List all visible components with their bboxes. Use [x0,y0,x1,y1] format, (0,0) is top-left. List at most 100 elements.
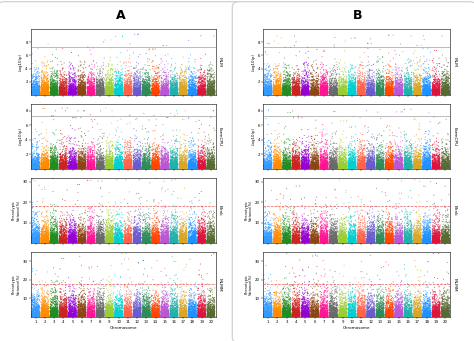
Point [123,231,131,237]
Point [102,155,109,161]
Point [270,158,278,163]
Point [419,308,427,314]
Point [397,82,405,87]
Point [210,78,218,84]
Point [271,89,278,94]
Point [398,90,405,95]
Point [152,288,160,293]
Point [97,90,105,96]
Point [443,90,451,96]
Point [143,215,150,221]
Point [62,240,70,246]
Point [135,239,143,244]
Point [407,159,415,165]
Point [328,217,336,222]
Point [108,62,116,68]
Point [445,91,453,96]
Point [432,310,440,315]
Point [96,163,103,169]
Point [198,239,205,245]
Point [412,310,420,316]
Point [181,312,189,317]
Point [416,166,423,172]
Point [210,235,218,240]
Point [63,313,71,318]
Point [175,92,183,97]
Point [392,88,400,93]
Point [130,165,137,170]
Point [153,85,160,90]
Point [391,312,399,318]
Point [107,90,115,95]
Point [283,87,290,92]
Point [149,88,156,93]
Point [393,90,401,96]
Point [123,159,130,165]
Point [300,165,308,170]
Point [365,216,373,222]
Point [181,303,189,309]
Point [59,91,66,97]
Point [166,166,174,171]
Point [284,89,292,95]
Point [413,311,421,316]
Point [107,89,114,95]
Point [310,90,317,95]
Point [107,313,114,318]
Point [142,235,150,240]
Point [265,239,273,244]
Point [49,313,57,318]
Point [130,85,138,90]
Point [166,306,174,312]
Point [285,164,292,170]
Point [268,86,275,92]
Point [408,164,416,170]
Point [91,158,98,163]
Point [314,306,321,311]
Point [96,231,103,236]
Point [283,86,291,91]
Point [185,301,193,306]
Point [51,148,59,153]
Point [180,238,188,243]
Point [444,75,452,81]
Point [114,240,122,246]
Point [78,82,85,88]
Point [395,240,402,246]
Point [339,239,347,244]
Point [172,72,180,78]
Point [98,233,106,238]
Point [435,309,442,314]
Point [365,155,373,161]
Point [392,155,400,161]
Point [341,90,349,95]
Point [281,140,289,146]
Point [68,314,75,320]
Point [428,90,436,96]
Point [268,89,275,95]
Point [313,66,321,71]
Point [210,78,218,84]
Point [50,142,57,147]
Point [273,162,280,167]
Point [130,312,138,318]
Point [281,88,288,94]
Point [179,237,186,242]
Point [162,302,170,308]
Point [277,164,285,170]
Point [408,302,415,308]
Point [432,161,440,167]
Point [412,305,419,310]
Point [444,161,451,166]
Point [440,239,448,244]
Point [373,234,380,239]
Point [401,308,408,314]
Point [189,143,197,148]
Point [371,312,378,318]
Point [445,164,452,169]
Point [273,84,280,89]
Point [424,166,431,171]
Point [369,312,377,317]
Point [66,165,73,170]
Point [367,306,375,311]
